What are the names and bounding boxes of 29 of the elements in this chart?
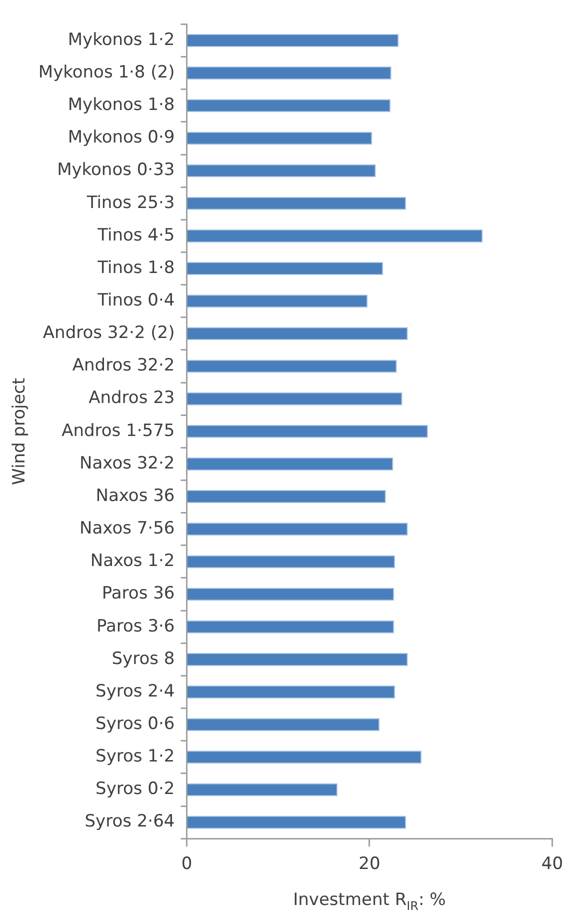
y-tick-label: Tinos 25·3 [86,192,175,213]
y-tick-label: Tinos 0·4 [96,290,175,311]
y-tick-label: Syros 0·2 [96,779,175,800]
y-axis-title: Wind project [10,378,30,485]
y-tick-label: Paros 36 [102,584,175,604]
y-tick-label: Syros 2·4 [96,681,175,702]
y-tick-label: Syros 2·64 [84,812,175,832]
y-tick-label: Andros 32·2 (2) [42,323,175,344]
y-tick-label: Andros 32·2 [72,356,175,376]
y-tick-label: Mykonos 1·8 (2) [38,62,175,82]
y-tick-label: Paros 3·6 [96,616,175,636]
y-tick-label: Mykonos 0·33 [57,160,175,180]
y-tick-label: Syros 8 [112,648,175,669]
x-tick-label: 0 [181,854,192,874]
y-tick-label: Tinos 1·8 [96,258,175,278]
y-tick-label: Syros 1·2 [96,746,175,767]
x-tick-label: 20 [358,854,380,874]
y-tick-label: Mykonos 1·2 [68,30,175,50]
y-tick-label: Naxos 1·2 [90,551,175,572]
y-tick-label: Andros 23 [88,388,175,408]
x-tick-label: 40 [541,854,564,874]
y-tick-label: Andros 1·575 [62,420,175,441]
y-tick-label: Mykonos 0·9 [68,128,175,148]
y-tick-label: Tinos 4·5 [96,225,175,246]
y-tick-label: Naxos 7·56 [80,518,175,539]
y-tick-label: Syros 0·6 [96,714,175,734]
y-tick-label: Mykonos 1·8 [68,95,175,116]
y-tick-label: Naxos 32·2 [80,453,175,474]
y-tick-label: Naxos 36 [96,486,175,506]
